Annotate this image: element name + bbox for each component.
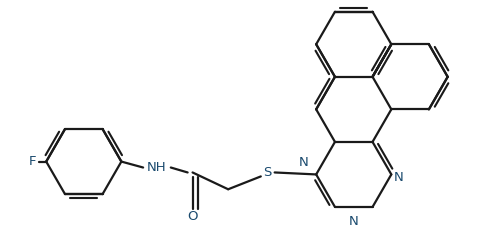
Text: N: N (393, 171, 402, 184)
Text: N: N (348, 215, 358, 228)
Text: N: N (298, 156, 308, 169)
Text: NH: NH (147, 161, 166, 174)
Text: F: F (29, 155, 36, 168)
Text: O: O (187, 210, 197, 223)
Text: S: S (263, 166, 272, 179)
